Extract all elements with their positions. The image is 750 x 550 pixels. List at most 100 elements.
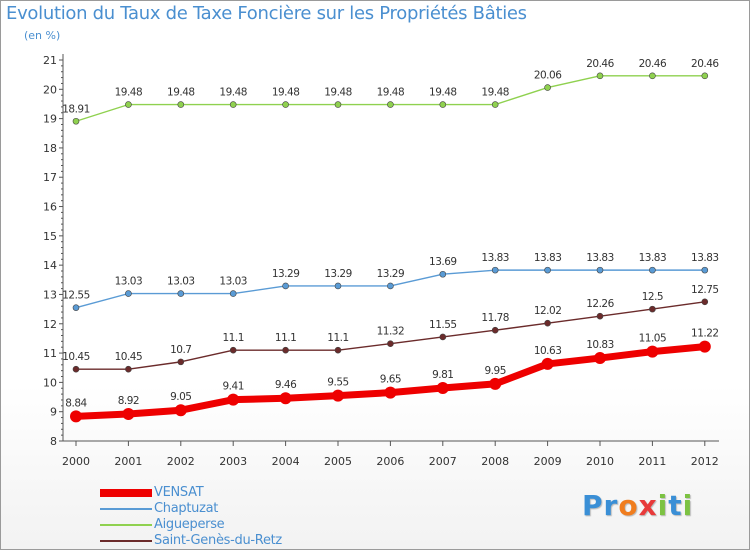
y-tick-label: 14 [43, 259, 57, 272]
data-label: 9.46 [275, 379, 297, 391]
legend-label-saint-genes-du-retz: Saint-Genès-du-Retz [154, 533, 282, 548]
data-point [177, 358, 185, 366]
data-label: 9.41 [223, 381, 244, 393]
logo-letter: o [618, 489, 639, 522]
y-tick-label: 21 [43, 54, 57, 67]
y-tick-label: 9 [50, 406, 57, 419]
data-point [177, 290, 185, 297]
data-label: 11.1 [223, 332, 244, 344]
legend-label-chaptuzat: Chaptuzat [154, 501, 219, 516]
data-label: 13.83 [691, 252, 719, 264]
y-tick-label: 18 [43, 142, 57, 155]
data-point [282, 346, 289, 354]
data-point [596, 72, 604, 80]
x-tick-label: 2012 [691, 455, 719, 468]
logo-letter: i [657, 489, 669, 522]
data-point [646, 345, 659, 358]
y-tick-label: 12 [43, 318, 57, 331]
legend-swatch-saint-genes-du-retz [100, 540, 152, 542]
data-label: 12.75 [691, 284, 719, 296]
data-point [384, 386, 397, 399]
data-point [334, 101, 342, 108]
data-point [491, 101, 499, 108]
legend-swatch-chaptuzat [100, 508, 152, 510]
data-label: 11.55 [429, 319, 457, 331]
y-tick-label: 16 [43, 201, 57, 214]
y-tick-label: 10 [43, 376, 57, 389]
data-label: 12.5 [642, 291, 663, 303]
logo-letter: P [582, 489, 604, 522]
data-label: 11.22 [691, 328, 719, 340]
data-label: 19.48 [481, 87, 509, 99]
data-label: 11.78 [481, 312, 509, 324]
data-label: 20.46 [586, 58, 614, 70]
data-point [332, 389, 344, 402]
data-label: 9.65 [380, 374, 401, 386]
data-point [334, 282, 342, 290]
data-label: 9.55 [327, 377, 348, 389]
data-point [122, 408, 135, 421]
data-label: 10.63 [534, 345, 562, 357]
y-tick-label: 11 [43, 347, 57, 360]
data-point [229, 290, 237, 297]
data-label: 13.69 [429, 256, 457, 268]
data-point [282, 101, 289, 108]
data-point [491, 326, 499, 334]
data-point [596, 266, 604, 274]
data-point [594, 352, 606, 365]
data-label: 19.48 [115, 87, 143, 99]
data-label: 19.48 [324, 87, 352, 99]
data-point [125, 290, 132, 297]
data-label: 11.32 [377, 326, 405, 338]
data-label: 12.55 [62, 290, 90, 302]
data-point [544, 319, 551, 327]
data-label: 8.84 [65, 397, 87, 409]
legend-swatch-aigueperse [100, 524, 152, 526]
x-tick-label: 2011 [638, 455, 666, 468]
data-point [649, 305, 656, 313]
data-label: 20.46 [639, 58, 667, 70]
logo-letter: r [603, 489, 619, 522]
data-point [279, 392, 292, 405]
x-tick-label: 2006 [376, 455, 404, 468]
data-point [387, 282, 394, 290]
data-label: 13.03 [167, 276, 195, 288]
data-point [544, 84, 551, 91]
data-point [701, 266, 709, 274]
data-point [72, 365, 80, 373]
proxiti-logo: Proxiti [582, 489, 693, 522]
data-point [489, 377, 502, 390]
data-label: 13.29 [377, 268, 405, 280]
data-point [125, 365, 132, 373]
data-label: 8.92 [118, 395, 139, 407]
data-point [227, 393, 240, 406]
x-tick-label: 2009 [534, 455, 562, 468]
x-tick-label: 2010 [586, 455, 614, 468]
data-label: 12.02 [534, 305, 562, 317]
data-label: 11.1 [327, 332, 348, 344]
data-label: 12.26 [586, 298, 614, 310]
y-tick-label: 15 [43, 230, 57, 243]
data-label: 11.05 [639, 333, 667, 345]
data-point [596, 312, 604, 320]
y-tick-label: 19 [43, 113, 57, 126]
data-point [439, 333, 447, 341]
x-tick-label: 2008 [481, 455, 509, 468]
data-point [72, 117, 80, 125]
data-point [229, 101, 237, 108]
data-point [649, 72, 656, 80]
data-point [387, 340, 394, 347]
data-point [125, 101, 132, 108]
data-label: 13.29 [324, 268, 352, 280]
data-label: 10.45 [62, 351, 90, 363]
data-point [387, 101, 394, 108]
data-label: 13.83 [586, 252, 614, 264]
data-label: 13.03 [219, 276, 247, 288]
chart-unit: (en %) [24, 29, 61, 42]
data-label: 13.03 [115, 276, 143, 288]
data-label: 19.48 [272, 87, 300, 99]
data-point [491, 266, 499, 274]
legend-swatch-vensat [100, 489, 152, 497]
